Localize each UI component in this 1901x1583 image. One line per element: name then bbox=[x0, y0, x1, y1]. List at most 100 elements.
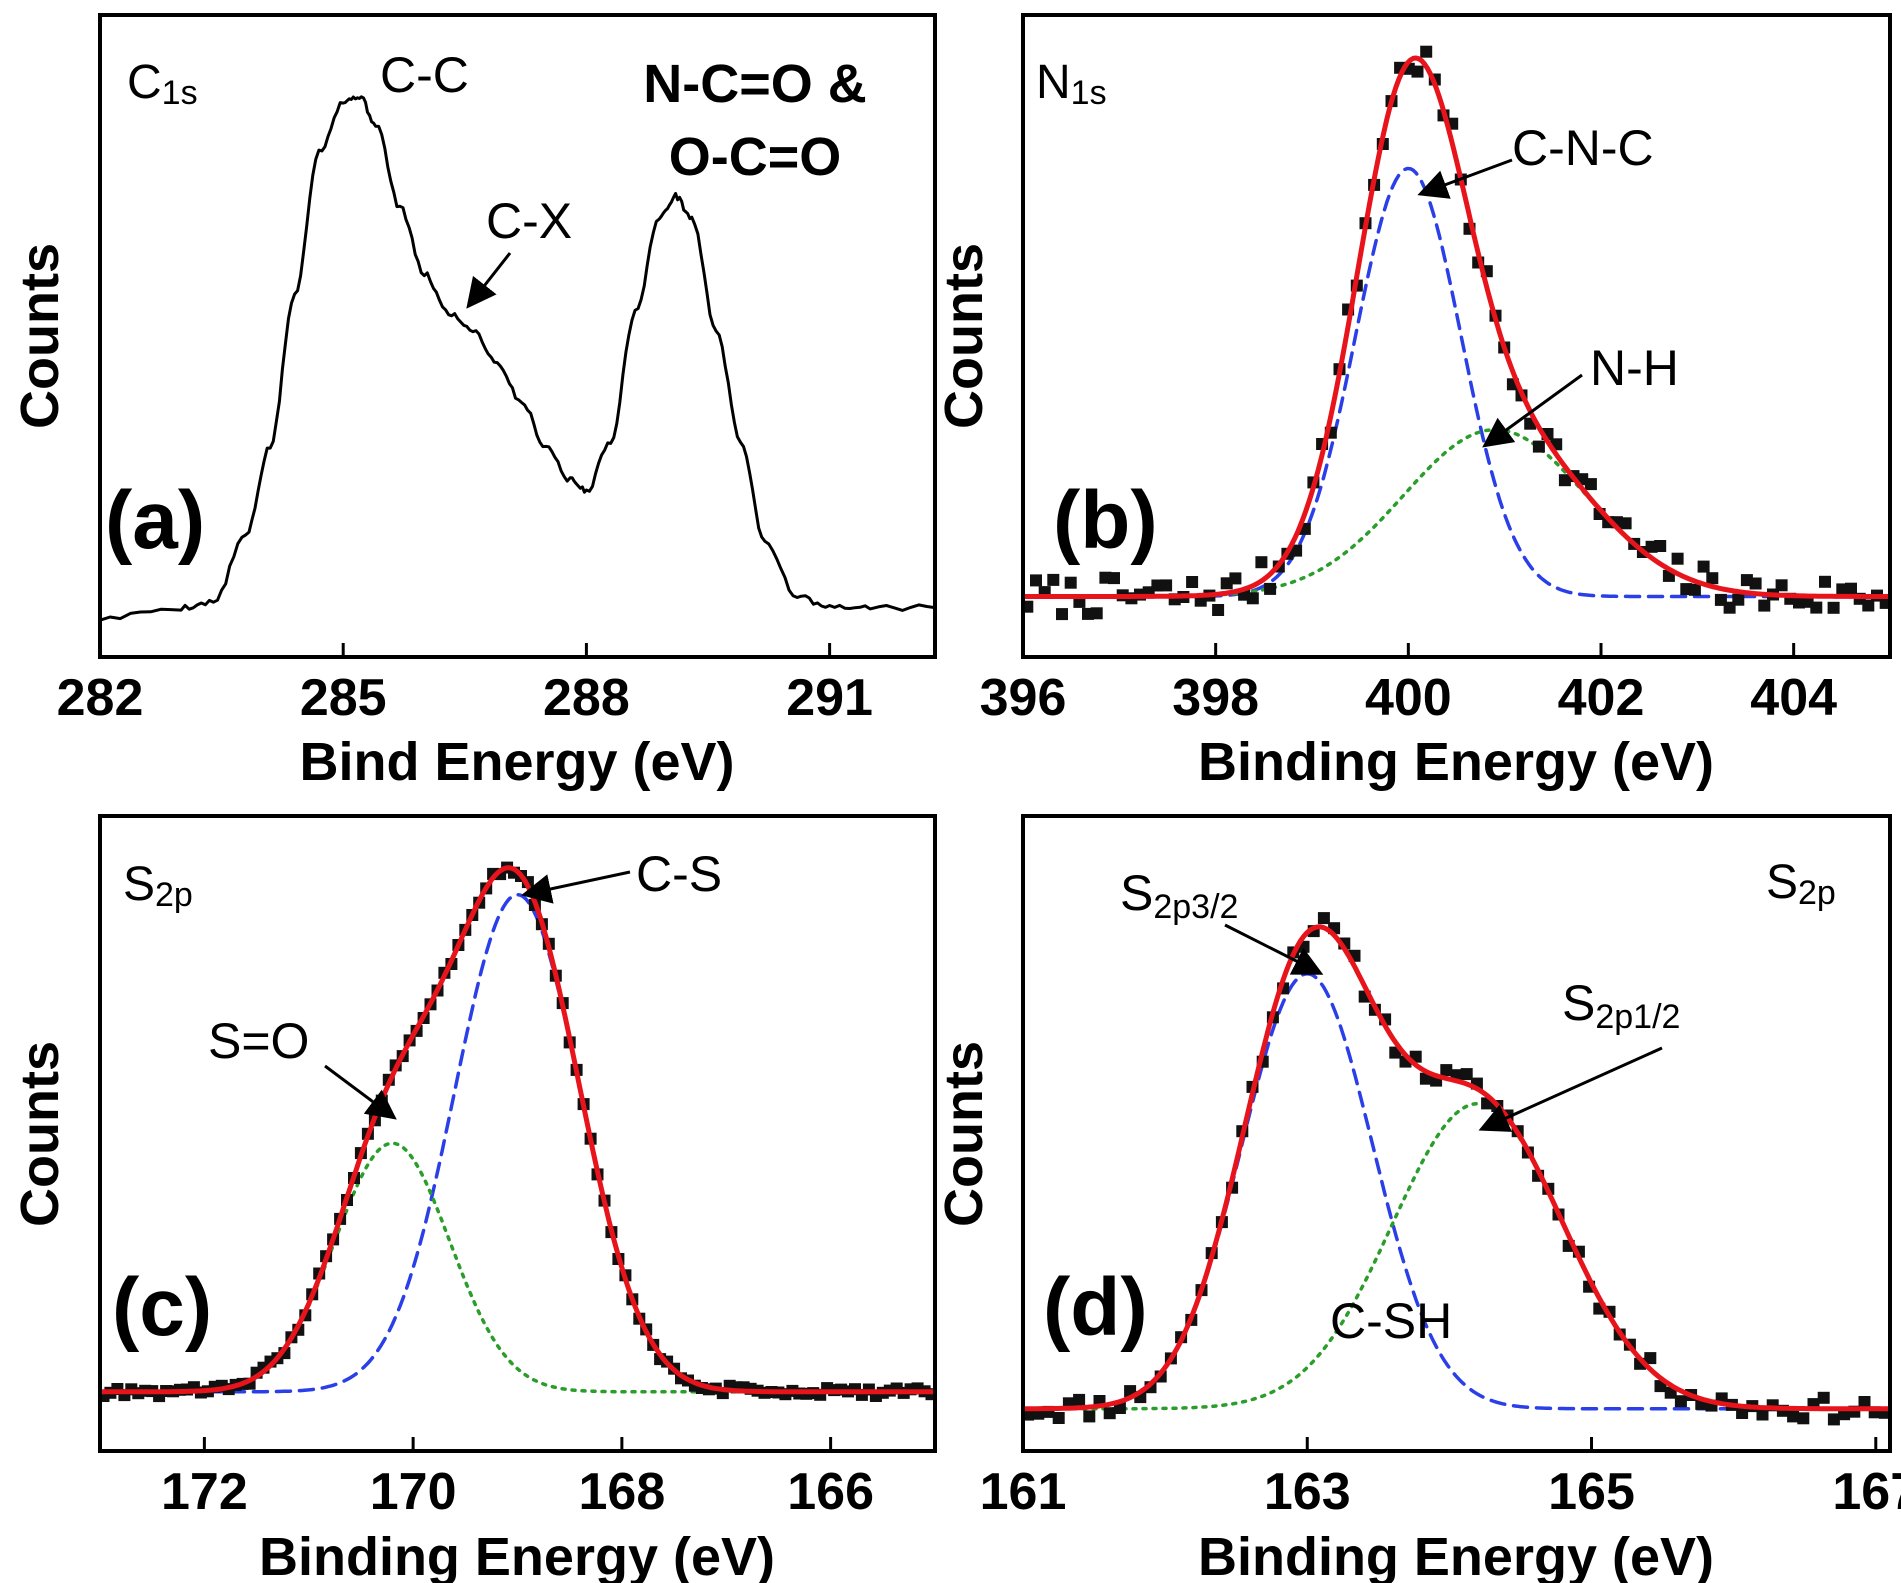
panel-d-component-green bbox=[1025, 1101, 1888, 1411]
panel-d-data-point bbox=[1827, 1413, 1840, 1426]
annotation-s2p32: S2p3/2 bbox=[1120, 865, 1238, 926]
panel-d-corner-main: S bbox=[1766, 856, 1798, 909]
panel-d-component-blue bbox=[1025, 972, 1888, 1411]
panel-a-x-axis: 282 285 288 291 bbox=[57, 643, 873, 727]
panel-b-data-point bbox=[1246, 592, 1259, 605]
panel-c-data-point bbox=[118, 1389, 131, 1402]
panel-d-x-tick-label: 161 bbox=[980, 1463, 1067, 1521]
annotation-n-h: N-H bbox=[1590, 340, 1679, 396]
panel-b-frame bbox=[1021, 13, 1892, 659]
panel-d-x-tick-label: 163 bbox=[1264, 1463, 1351, 1521]
panel-b-data-point bbox=[1619, 517, 1632, 530]
annotation-c-n-c: C-N-C bbox=[1512, 120, 1654, 176]
panel-b-label: (b) bbox=[1053, 475, 1158, 566]
panel-b-data-point bbox=[1749, 577, 1762, 590]
annotation-o-c-o: O-C=O bbox=[669, 127, 842, 187]
panel-d-x-axis: 161 163 165 167 bbox=[980, 1437, 1901, 1521]
panel-b-data-point bbox=[1030, 574, 1042, 587]
panel-a: 282 285 288 291 Counts Bind Energy (eV) (a)… bbox=[10, 13, 937, 792]
panel-b-corner-sub: 1s bbox=[1071, 74, 1107, 112]
panel-d-data-point bbox=[1025, 1408, 1035, 1421]
annotation-s2p32-main: S bbox=[1120, 865, 1153, 921]
panel-b-data-point bbox=[1411, 65, 1424, 78]
panel-b-corner-label: N1s bbox=[1036, 56, 1107, 112]
panel-d-plot-area bbox=[1025, 912, 1888, 1426]
panel-b-data-point bbox=[1827, 601, 1840, 614]
panel-c-x-tick-label: 170 bbox=[370, 1463, 457, 1521]
panel-d-data-point bbox=[1052, 1412, 1065, 1424]
panel-b-x-tick-label: 402 bbox=[1558, 669, 1645, 727]
annotation-s-o: S=O bbox=[208, 1013, 309, 1069]
panel-b-data-point bbox=[1671, 552, 1684, 565]
panel-d-data-point bbox=[1787, 1410, 1800, 1423]
panel-b-data-point bbox=[1819, 575, 1831, 588]
panel-a-x-tick-label: 291 bbox=[786, 669, 873, 727]
panel-c-corner-label: S2p bbox=[123, 858, 193, 914]
panel-d-data-point bbox=[1817, 1391, 1830, 1404]
panel-d-fit-envelope bbox=[1025, 924, 1888, 1412]
panel-c-x-tick-label: 166 bbox=[787, 1463, 874, 1521]
panel-a-x-tick-label: 285 bbox=[300, 669, 387, 727]
panel-d-data-point bbox=[1317, 912, 1330, 925]
panel-b-x-tick-label: 396 bbox=[980, 669, 1067, 727]
panel-d-data-point bbox=[1674, 1395, 1687, 1408]
annotation-s2p12-sub: 2p1/2 bbox=[1595, 998, 1680, 1036]
panel-a-plot-area bbox=[102, 95, 933, 622]
annotation-s-o-arrow bbox=[324, 1064, 397, 1120]
panel-d-label: (d) bbox=[1043, 1262, 1148, 1353]
panel-a-frame bbox=[98, 13, 937, 659]
panel-d-x-tick-label: 165 bbox=[1548, 1463, 1635, 1521]
annotation-s2p12-arrow bbox=[1478, 1046, 1663, 1132]
panel-b-data-point bbox=[1732, 593, 1745, 606]
panel-d-data-point bbox=[1460, 1068, 1473, 1081]
annotation-c-s-arrow bbox=[521, 870, 631, 904]
annotation-s2p12-main: S bbox=[1562, 975, 1595, 1031]
panel-b-data-point bbox=[1420, 45, 1433, 58]
panel-b-fit-envelope bbox=[1025, 55, 1888, 599]
panel-b-data-point bbox=[1862, 599, 1875, 612]
panel-b-x-axis-label: Binding Energy (eV) bbox=[1198, 732, 1714, 792]
panel-b-x-tick-label: 404 bbox=[1750, 669, 1837, 727]
panel-d-corner-sub: 2p bbox=[1798, 874, 1836, 912]
panel-b-data-point bbox=[1688, 583, 1701, 596]
panel-c-y-axis-label: Counts bbox=[10, 1041, 70, 1227]
panel-b-data-point bbox=[1090, 607, 1103, 620]
panel-b-data-point bbox=[1697, 560, 1710, 573]
panel-a-y-axis-label: Counts bbox=[10, 243, 70, 429]
annotation-c-x-arrow bbox=[466, 252, 512, 309]
panel-d-frame bbox=[1021, 814, 1892, 1453]
panel-c-fit-envelope bbox=[102, 865, 933, 1395]
panel-c-plot-area bbox=[102, 861, 933, 1403]
panel-c-data-point bbox=[102, 1390, 110, 1402]
panel-c-x-axis: 172 170 168 166 bbox=[161, 1437, 874, 1521]
panel-d-data-point bbox=[1797, 1412, 1810, 1425]
panel-b-data-point bbox=[1229, 572, 1242, 585]
panel-b-x-tick-label: 398 bbox=[1172, 669, 1259, 727]
panel-b-data-point bbox=[1758, 599, 1771, 612]
panel-b-data-point bbox=[1810, 601, 1823, 614]
panel-b-data-point bbox=[1775, 579, 1788, 592]
panel-b-plot-area bbox=[1025, 45, 1888, 621]
panel-d-data-point bbox=[1736, 1407, 1749, 1419]
panel-a-x-axis-label: Bind Energy (eV) bbox=[299, 732, 734, 792]
panel-d-data-point bbox=[1858, 1396, 1871, 1408]
panel-b-data-point bbox=[1212, 604, 1225, 616]
panel-b-data-point bbox=[1654, 540, 1667, 552]
annotation-s2p32-sub: 2p3/2 bbox=[1153, 888, 1238, 926]
panel-b: 396 398 400 402 404 Counts Binding Energy (e… bbox=[934, 13, 1892, 792]
panel-b-data-point bbox=[1056, 608, 1068, 621]
panel-b-data-point bbox=[1064, 576, 1077, 589]
annotation-s2p32-arrow bbox=[1224, 923, 1324, 975]
annotation-n-c-o: N-C=O & bbox=[643, 54, 867, 114]
panel-d-data-point bbox=[1073, 1393, 1086, 1406]
panel-c-label: (c) bbox=[112, 1262, 212, 1353]
panel-c-corner-main: S bbox=[123, 858, 155, 911]
panel-b-x-axis: 396 398 400 402 404 bbox=[980, 643, 1837, 727]
panel-b-data-point bbox=[1108, 572, 1120, 585]
panel-b-data-point bbox=[1047, 573, 1060, 586]
panel-b-data-point bbox=[1186, 576, 1199, 588]
panel-d-corner-label: S2p bbox=[1766, 856, 1836, 912]
annotation-c-n-c-arrow bbox=[1417, 158, 1513, 199]
panel-a-spectrum-line bbox=[102, 95, 933, 622]
panel-a-corner-label: C1s bbox=[127, 56, 198, 112]
